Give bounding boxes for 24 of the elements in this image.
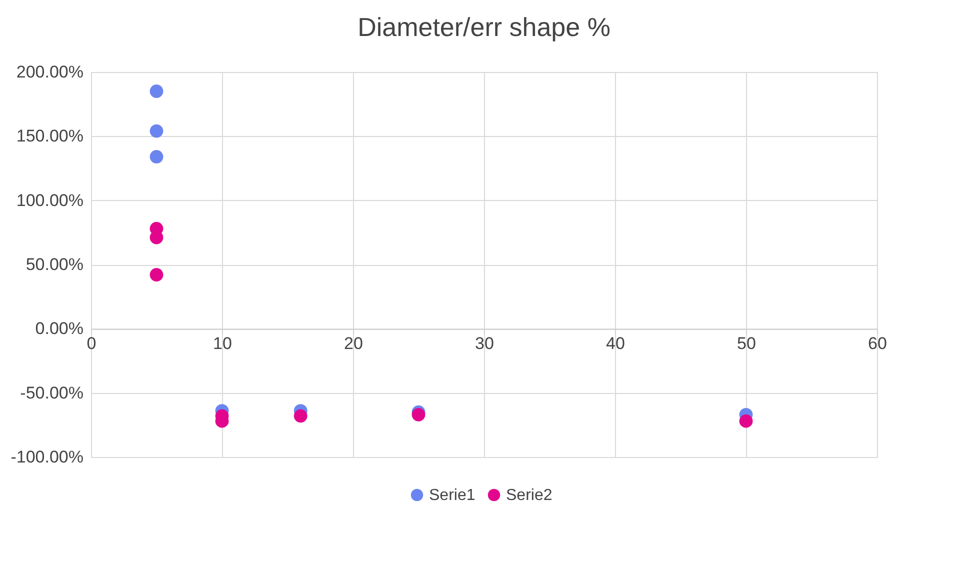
x-tick-label: 10 xyxy=(213,334,232,354)
y-tick-label: 150.00% xyxy=(16,126,84,146)
point xyxy=(294,409,308,423)
y-tick-label: -50.00% xyxy=(20,383,84,402)
x-tick-label: 20 xyxy=(344,334,363,354)
legend-label: Serie1 xyxy=(429,487,476,504)
x-tick-label: 40 xyxy=(606,334,625,354)
x-tick-label: 30 xyxy=(475,334,494,354)
y-tick-label: -100.00% xyxy=(10,448,84,466)
point xyxy=(150,84,164,98)
point xyxy=(412,408,426,422)
y-tick-label: 0.00% xyxy=(35,319,84,338)
y-tick-label: 50.00% xyxy=(26,255,84,274)
x-tick-label: 50 xyxy=(737,334,756,354)
point xyxy=(150,268,164,282)
point xyxy=(150,124,164,138)
y-tick-label: 100.00% xyxy=(16,190,84,210)
chart-title: Diameter/err shape % xyxy=(358,12,610,42)
x-tick-label: 0 xyxy=(86,334,96,354)
point xyxy=(739,414,753,428)
point xyxy=(150,150,164,164)
legend-label: Serie2 xyxy=(506,487,552,504)
x-tick-label: 60 xyxy=(868,334,887,354)
y-tick-label: 200.00% xyxy=(16,62,84,82)
